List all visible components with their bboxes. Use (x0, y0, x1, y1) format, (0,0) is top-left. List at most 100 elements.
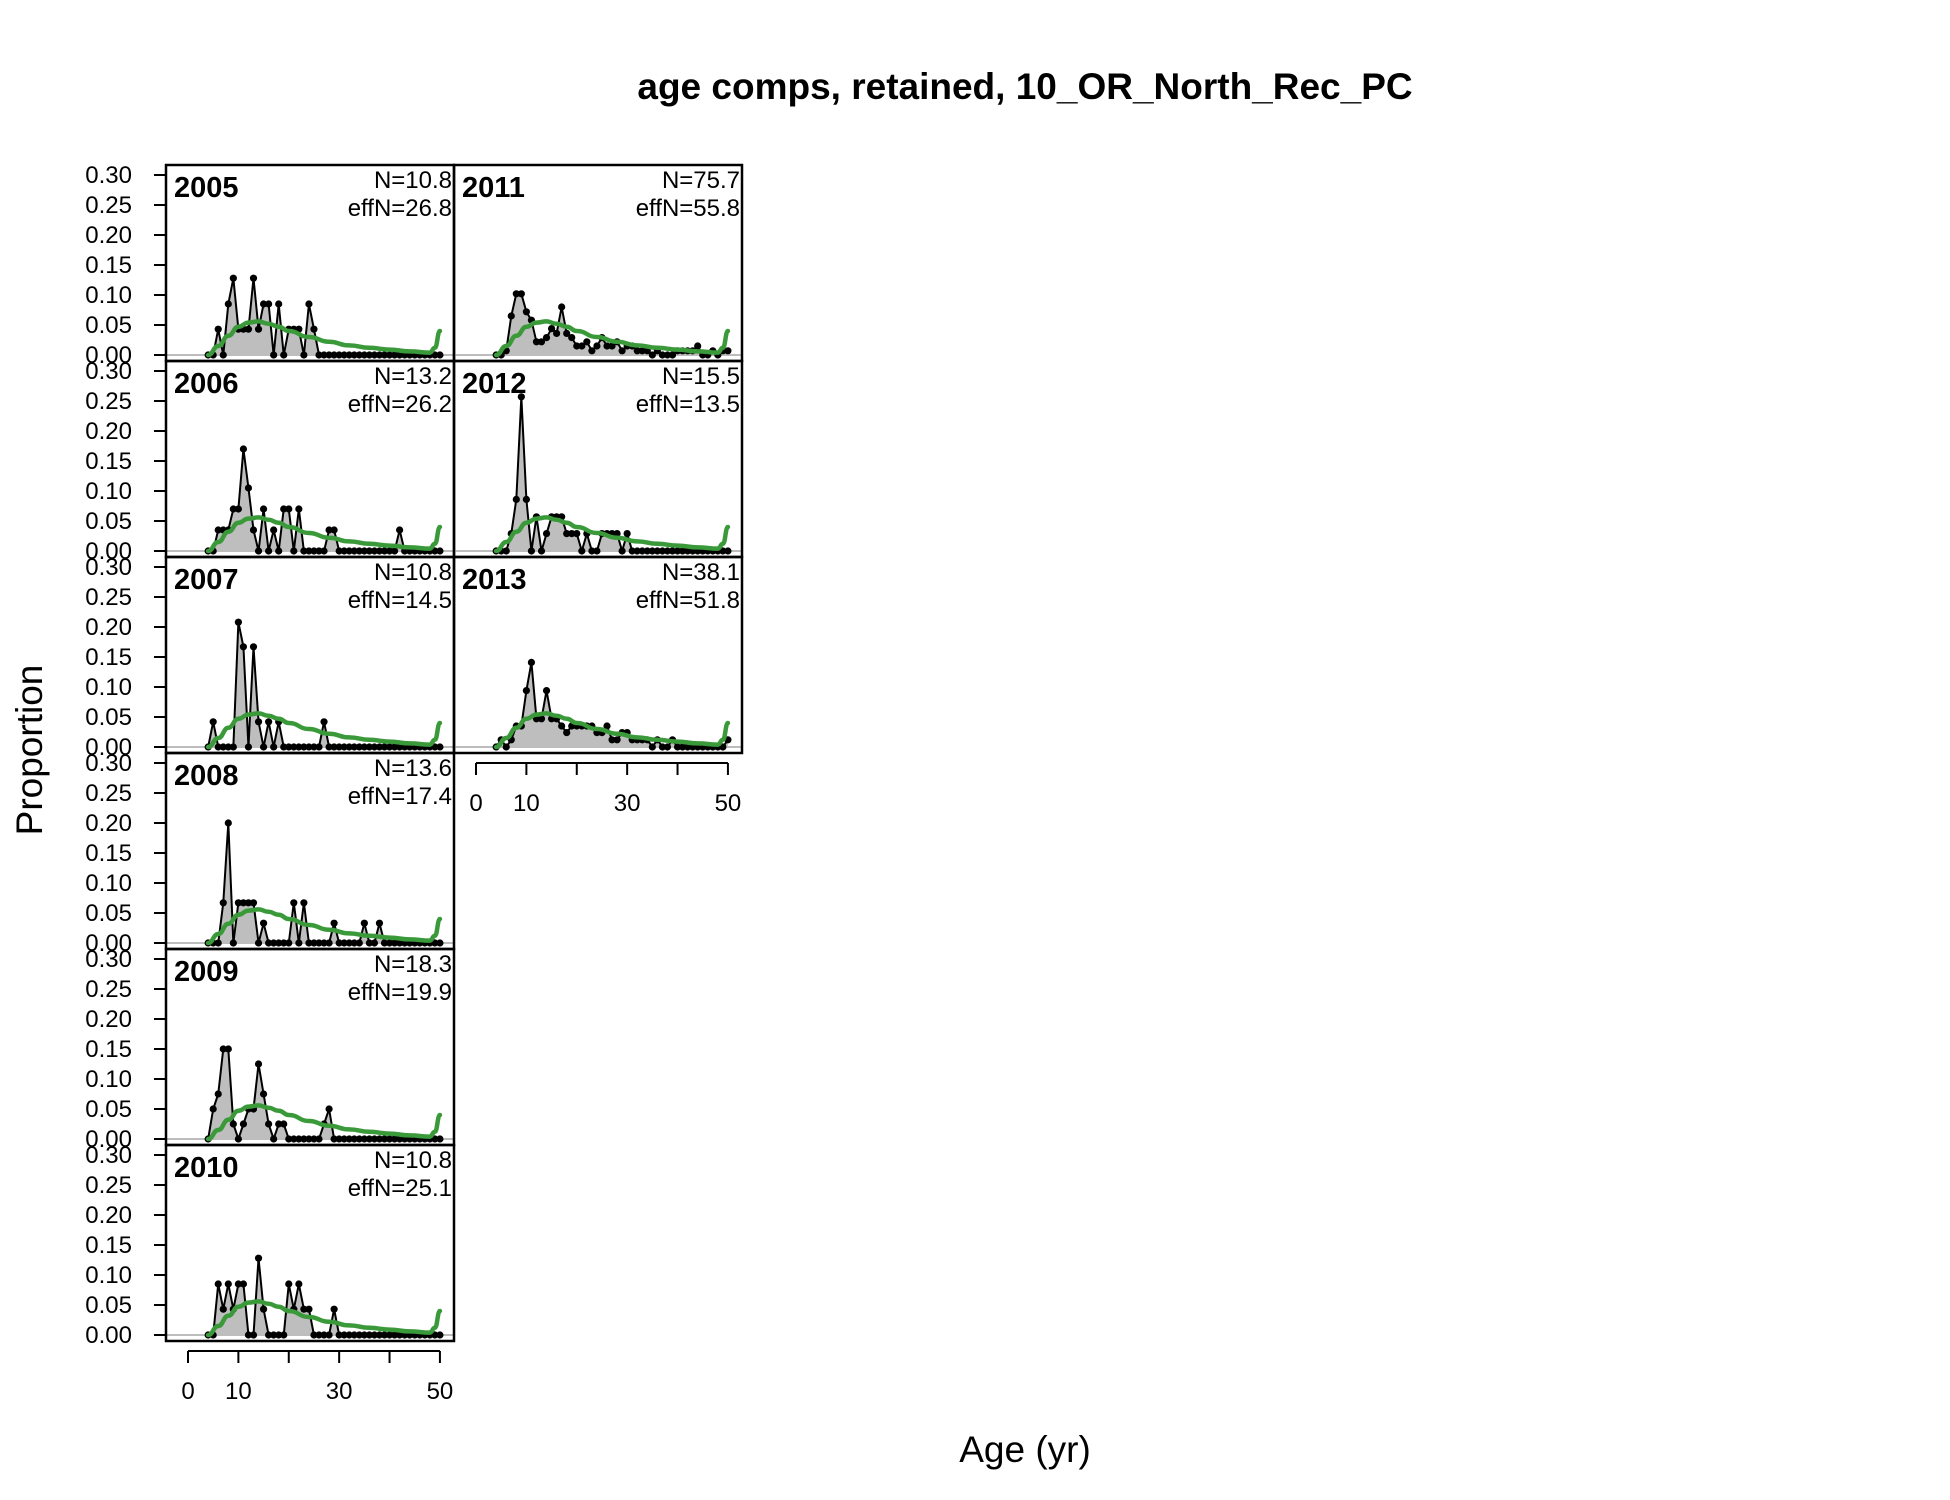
observed-point (224, 819, 232, 827)
observed-point (315, 743, 323, 751)
observed-point (684, 547, 692, 555)
x-tick-label: 50 (427, 1378, 454, 1405)
observed-point (340, 1331, 348, 1339)
observed-point (270, 939, 278, 947)
observed-point (350, 547, 358, 555)
y-tick-label: 0.30 (85, 162, 132, 189)
effn-label: effN=13.5 (636, 391, 740, 418)
observed-point (375, 919, 384, 927)
observed-point (239, 445, 248, 453)
observed-point (396, 526, 404, 534)
observed-point (325, 351, 333, 359)
observed-point (370, 939, 379, 947)
observed-point (365, 1135, 373, 1143)
observed-point (259, 1090, 268, 1098)
observed-point (603, 722, 611, 730)
observed-point (249, 899, 258, 907)
observed-point (365, 1331, 373, 1339)
n-label: N=10.8 (374, 1147, 452, 1174)
observed-point (431, 743, 439, 751)
y-tick-label: 0.25 (85, 584, 132, 611)
observed-point (350, 1331, 358, 1339)
observed-point (370, 743, 379, 751)
observed-point (340, 547, 348, 555)
y-tick-label: 0.10 (85, 674, 132, 701)
observed-point (350, 351, 358, 359)
observed-point (648, 351, 656, 359)
observed-point (678, 743, 687, 751)
observed-point (275, 939, 283, 947)
observed-point (335, 1331, 343, 1339)
y-tick-label: 0.20 (85, 1006, 132, 1033)
observed-point (214, 325, 222, 333)
observed-point (668, 351, 677, 359)
observed-point (249, 1331, 258, 1339)
observed-point (325, 1331, 333, 1339)
observed-point (678, 547, 687, 555)
observed-point (239, 643, 248, 651)
observed-point (583, 338, 591, 346)
observed-point (340, 1135, 348, 1143)
observed-point (234, 618, 242, 626)
effn-label: effN=25.1 (348, 1175, 452, 1202)
y-tick-label: 0.05 (85, 508, 132, 535)
y-tick-label: 0.05 (85, 704, 132, 731)
y-tick-label: 0.05 (85, 1096, 132, 1123)
observed-point (275, 300, 283, 308)
observed-point (618, 347, 626, 355)
observed-point (360, 1135, 368, 1143)
observed-point (350, 743, 358, 751)
observed-point (396, 1135, 404, 1143)
observed-point (628, 547, 636, 555)
x-tick-label: 30 (614, 790, 641, 817)
observed-point (537, 547, 546, 555)
observed-line (496, 396, 728, 555)
observed-point (436, 547, 444, 555)
observed-point (578, 342, 586, 350)
observed-point (330, 351, 338, 359)
observed-area (208, 1049, 440, 1139)
observed-point (593, 547, 601, 555)
observed-point (270, 526, 278, 534)
observed-point (310, 939, 318, 947)
observed-point (229, 743, 237, 751)
observed-point (280, 505, 288, 513)
observed-point (385, 1135, 394, 1143)
observed-point (431, 939, 439, 947)
year-label: 2011 (462, 172, 525, 204)
observed-point (275, 1331, 283, 1339)
y-tick-label: 0.00 (85, 342, 132, 369)
observed-point (558, 722, 566, 730)
effn-label: effN=19.9 (348, 979, 452, 1006)
year-label: 2005 (174, 172, 239, 204)
observed-point (542, 530, 551, 538)
observed-point (320, 718, 328, 726)
expected-curve (493, 319, 731, 358)
observed-point (390, 743, 399, 751)
observed-point (517, 393, 525, 401)
x-axis-label: Age (yr) (959, 1429, 1091, 1470)
observed-point (502, 547, 510, 555)
observed-point (375, 547, 384, 555)
observed-point (396, 1331, 404, 1339)
observed-point (275, 547, 283, 555)
observed-point (249, 643, 258, 651)
y-tick-label: 0.05 (85, 312, 132, 339)
y-tick-label: 0.10 (85, 282, 132, 309)
y-tick-label: 0.30 (85, 358, 132, 385)
observed-point (345, 1331, 353, 1339)
expected-curve (205, 319, 443, 358)
n-label: N=13.6 (374, 755, 452, 782)
observed-point (320, 351, 328, 359)
observed-point (270, 1135, 278, 1143)
observed-point (335, 939, 343, 947)
observed-point (325, 1105, 333, 1113)
observed-area (208, 823, 440, 943)
observed-point (436, 939, 444, 947)
observed-point (527, 547, 536, 555)
x-axis-1: 0 10 30 50 (181, 1350, 454, 1405)
